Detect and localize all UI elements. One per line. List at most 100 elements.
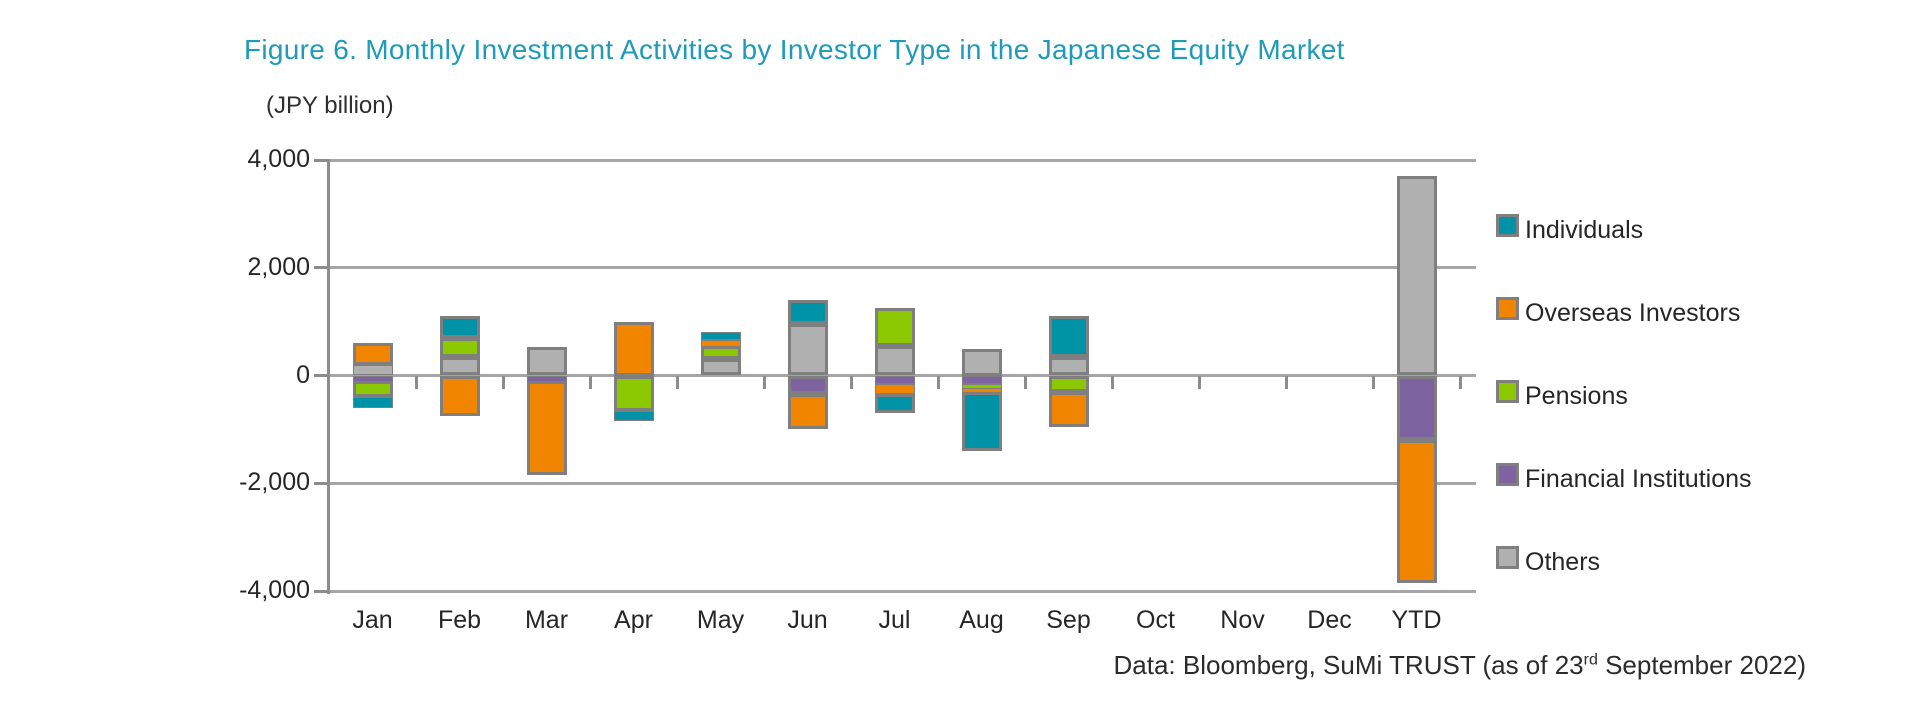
bar-segment-others-may [700,359,741,376]
bar-segment-pensions-may [700,345,741,360]
source-note-suffix: September 2022) [1597,650,1806,680]
bar-segment-overseas-investors-sep [1048,391,1089,427]
x-tick-label-jul: Jul [878,606,911,634]
bar-segment-others-feb [439,356,480,376]
x-axis-tick [1284,375,1288,389]
bar-segment-individuals-apr [613,410,654,422]
bar-segment-others-mar [526,347,567,376]
bar-segment-pensions-jul [874,308,915,346]
legend-label: Others [1525,548,1601,577]
source-note: Data: Bloomberg, SuMi TRUST (as of 23rd … [1114,650,1807,681]
x-tick-label-dec: Dec [1307,606,1352,634]
x-axis-tick [1110,375,1114,389]
bar-segment-others-jan [352,364,393,376]
y-tick-label: -4,000 [239,576,310,604]
legend-item-pensions: Pensions [1496,380,1628,411]
y-axis-tick [314,481,327,485]
bar-segment-overseas-investors-mar [526,380,567,476]
x-axis-tick [414,375,418,389]
x-tick-label-oct: Oct [1136,606,1175,634]
x-tick-label-may: May [696,606,745,634]
x-axis-tick [588,375,592,389]
bar-segment-individuals-aug [961,391,1002,451]
x-tick-label-jan: Jan [352,606,393,634]
gridline--4000 [327,589,1476,593]
bar-segment-individuals-jul [874,394,915,414]
legend-label: Pensions [1525,382,1628,411]
y-axis-line [327,159,330,594]
bar-segment-financial-institutions-ytd [1396,375,1437,441]
gridline-2000 [327,266,1476,270]
bar-segment-overseas-investors-jan [352,343,393,365]
legend-label: Overseas Investors [1525,299,1741,328]
bar-segment-pensions-sep [1048,375,1089,392]
x-tick-label-feb: Feb [437,606,482,634]
legend-item-individuals: Individuals [1496,214,1643,245]
y-tick-label: 4,000 [247,145,310,173]
bar-segment-others-jun [787,324,828,376]
bar-segment-overseas-investors-ytd [1396,440,1437,583]
x-tick-label-ytd: YTD [1391,606,1442,634]
x-axis-tick [501,375,505,389]
bar-segment-financial-institutions-aug [961,375,1002,384]
x-tick-label-nov: Nov [1220,606,1265,634]
gridline-4000 [327,158,1476,162]
bar-segment-overseas-investors-jun [787,394,828,430]
source-note-superscript: rd [1583,651,1598,669]
x-tick-label-aug: Aug [959,606,1004,634]
bar-segment-overseas-investors-feb [439,375,480,416]
bar-segment-others-aug [961,348,1002,376]
chart-title: Figure 6. Monthly Investment Activities … [244,34,1345,65]
legend-item-financial-institutions: Financial Institutions [1496,463,1752,494]
x-axis-tick [1458,375,1462,389]
legend-swatch-overseas-investors [1496,297,1519,320]
bar-segment-individuals-sep [1048,316,1089,357]
x-axis-tick [936,375,940,389]
plot-area [314,158,1476,594]
legend-swatch-others [1496,546,1519,569]
bar-segment-individuals-jun [787,300,828,325]
y-axis-tick [314,266,327,270]
y-tick-label: 0 [296,360,310,389]
legend-swatch-individuals [1496,214,1519,237]
x-axis-tick [1023,375,1027,389]
y-tick-label: -2,000 [239,468,310,497]
y-axis-tick [314,158,327,162]
bar-segment-overseas-investors-apr [613,321,654,376]
bar-segment-individuals-may [700,332,741,341]
x-tick-label-jun: Jun [787,606,828,634]
legend-label: Individuals [1525,216,1644,245]
bar-segment-others-jul [874,345,915,376]
x-axis-tick [675,375,679,389]
bar-segment-overseas-investors-jul [874,383,915,395]
bar-segment-overseas-investors-may [700,340,741,348]
y-axis-tick [314,374,327,377]
gridline--2000 [327,481,1476,485]
legend-item-overseas-investors: Overseas Investors [1496,297,1740,328]
legend-item-others: Others [1496,546,1600,577]
x-tick-label-mar: Mar [524,606,569,634]
legend-swatch-financial-institutions [1496,463,1519,486]
bar-segment-pensions-apr [613,375,654,411]
bar-segment-financial-institutions-jun [787,375,828,395]
x-axis-tick [849,375,853,389]
x-axis-tick [762,375,766,389]
y-tick-label: 2,000 [247,252,310,281]
bar-segment-individuals-feb [439,316,480,338]
source-note-text: Data: Bloomberg, SuMi TRUST (as of 23 [1113,650,1584,680]
x-tick-label-sep: Sep [1046,606,1091,634]
y-axis-unit-label: (JPY billion) [266,92,394,119]
bar-segment-financial-institutions-jul [874,375,915,384]
bar-segment-others-ytd [1396,176,1437,376]
y-axis-tick [314,589,327,593]
legend-swatch-pensions [1496,380,1519,403]
legend-label: Financial Institutions [1525,465,1752,494]
x-axis-tick [1197,375,1201,389]
bar-segment-others-sep [1048,356,1089,376]
x-axis-tick [1371,375,1375,389]
bar-segment-individuals-jan [352,397,393,408]
x-tick-label-apr: Apr [614,606,653,634]
bar-segment-pensions-feb [439,337,480,357]
bar-segment-pensions-jan [352,380,393,398]
